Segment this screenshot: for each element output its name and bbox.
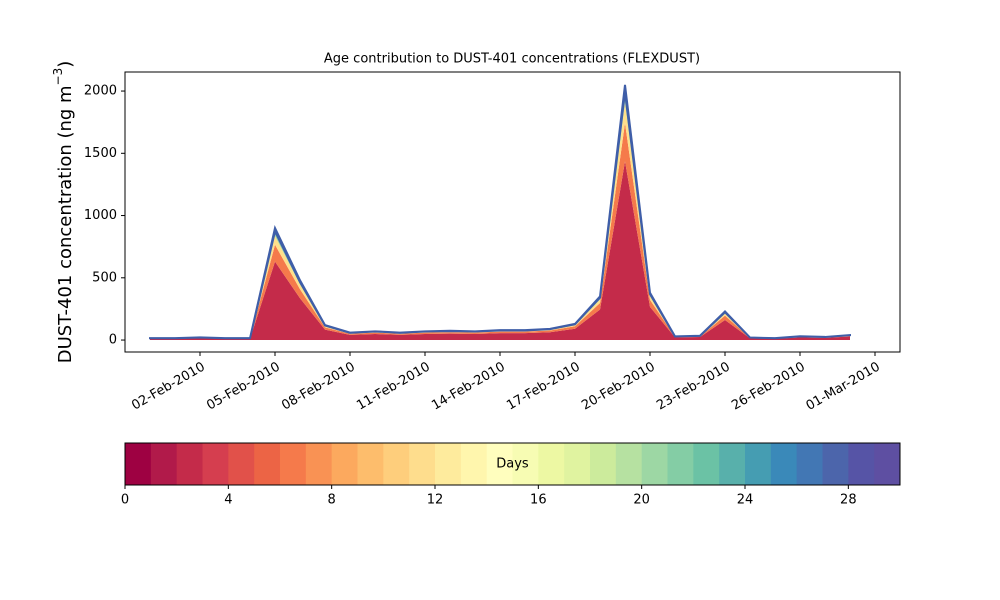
colorbar-tick-label: 16 — [530, 493, 547, 508]
colorbar-bin — [590, 443, 617, 485]
colorbar-tick-label: 12 — [427, 493, 444, 508]
colorbar-bin — [460, 443, 488, 485]
x-tick-label: 17-Feb-2010 — [504, 360, 583, 414]
colorbar-tick-label: 20 — [633, 493, 650, 508]
colorbar-bin — [254, 443, 281, 485]
x-tick-label: 01-Mar-2010 — [804, 360, 883, 414]
colorbar-bin — [202, 443, 229, 485]
colorbar-bin — [615, 443, 643, 485]
colorbar-bin — [667, 443, 694, 485]
colorbar-bin — [719, 443, 746, 485]
x-tick-label: 08-Feb-2010 — [279, 360, 358, 414]
colorbar-bin — [770, 443, 798, 485]
x-tick-label: 05-Feb-2010 — [204, 360, 283, 414]
colorbar-bin — [538, 443, 565, 485]
colorbar-bin — [848, 443, 875, 485]
colorbar-bin — [693, 443, 720, 485]
chart-title: Age contribution to DUST-401 concentrati… — [324, 52, 700, 67]
colorbar-frame — [124, 442, 901, 486]
colorbar-bin — [125, 443, 152, 485]
x-tick-label: 02-Feb-2010 — [129, 360, 208, 414]
colorbar-tick-label: 8 — [328, 493, 336, 508]
colorbar-bin — [874, 443, 901, 485]
x-tick-label: 26-Feb-2010 — [729, 360, 808, 414]
area-layer — [150, 123, 850, 339]
y-tick-label: 500 — [92, 270, 117, 285]
colorbar-bin — [796, 443, 823, 485]
colorbar-label: Days — [496, 457, 529, 472]
colorbar-tick-label: 24 — [737, 493, 754, 508]
y-label-text: DUST-401 concentration (ng m — [55, 85, 76, 363]
colorbar-bin — [150, 443, 178, 485]
plot-frame — [124, 71, 901, 353]
colorbar-bin — [409, 443, 436, 485]
x-tick-label: 14-Feb-2010 — [429, 360, 508, 414]
colorbar-bin — [357, 443, 384, 485]
colorbar-bin — [512, 443, 539, 485]
y-tick-label: 0 — [109, 333, 117, 348]
y-tick-label: 1000 — [84, 208, 117, 223]
colorbar-bin — [280, 443, 307, 485]
colorbar-bin — [486, 443, 513, 485]
x-tick-label: 20-Feb-2010 — [579, 360, 658, 414]
area-layer — [150, 102, 850, 339]
area-layer — [150, 92, 850, 339]
colorbar-tick-label: 4 — [224, 493, 232, 508]
colorbar-bin — [822, 443, 849, 485]
colorbar-bin — [383, 443, 410, 485]
colorbar-bin — [745, 443, 772, 485]
colorbar-bin — [331, 443, 358, 485]
colorbar-tick-label: 0 — [121, 493, 129, 508]
y-label-sup: −3 — [51, 68, 65, 86]
y-label-end: ) — [55, 61, 76, 68]
y-tick-label: 2000 — [84, 84, 117, 99]
colorbar-bin — [228, 443, 255, 485]
x-tick-label: 11-Feb-2010 — [354, 360, 433, 414]
x-tick-label: 23-Feb-2010 — [654, 360, 733, 414]
colorbar-bin — [564, 443, 591, 485]
colorbar-bin — [641, 443, 668, 485]
y-tick-label: 1500 — [84, 146, 117, 161]
colorbar-tick-label: 28 — [840, 493, 857, 508]
colorbar-bin — [176, 443, 203, 485]
colorbar-bin — [305, 443, 333, 485]
colorbar-bin — [435, 443, 462, 485]
y-axis-label: DUST-401 concentration (ng m−3) — [51, 61, 77, 364]
area-layer — [149, 84, 851, 340]
